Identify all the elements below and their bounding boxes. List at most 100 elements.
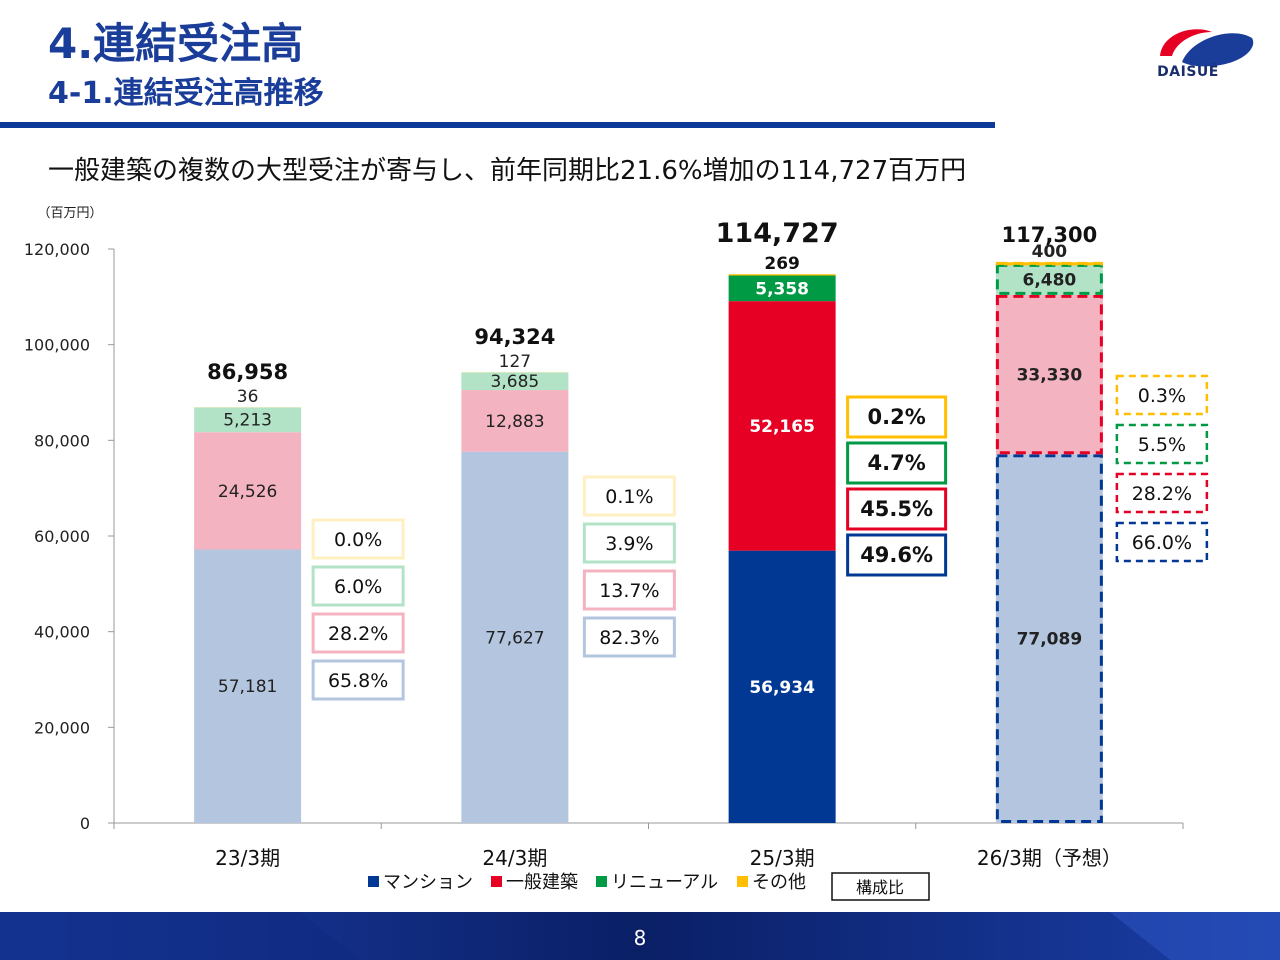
ratio-box bbox=[582, 475, 676, 517]
ratio-box bbox=[846, 441, 948, 485]
segment-value-label: 77,089 bbox=[1017, 630, 1083, 650]
ratio-value-label: 0.3% bbox=[1138, 385, 1186, 407]
ratio-box bbox=[311, 518, 405, 560]
bar-segment bbox=[995, 263, 1103, 295]
forecast-outline bbox=[995, 454, 1103, 823]
segment-value-label: 57,181 bbox=[218, 677, 277, 697]
legend-swatch bbox=[737, 876, 748, 887]
ratio-value-label: 28.2% bbox=[328, 623, 388, 645]
y-tick-label: 0 bbox=[80, 814, 90, 833]
ratio-value-label: 6.0% bbox=[334, 576, 382, 598]
ratio-box bbox=[582, 522, 676, 564]
legend-swatch bbox=[596, 876, 607, 887]
y-tick-label: 120,000 bbox=[24, 240, 90, 259]
legend-label: 一般建築 bbox=[506, 872, 578, 893]
bar-segment bbox=[728, 274, 836, 276]
legend-swatch bbox=[491, 876, 502, 887]
bar-segment bbox=[728, 550, 836, 823]
ratio-box bbox=[846, 487, 948, 531]
x-category-label: 23/3期 bbox=[215, 846, 280, 870]
bar-segment bbox=[461, 372, 569, 391]
legend-swatch bbox=[368, 876, 379, 887]
ratio-box bbox=[1115, 472, 1209, 514]
ratio-box bbox=[1115, 374, 1209, 416]
forecast-outline bbox=[995, 261, 1103, 266]
bar-segment bbox=[194, 407, 302, 433]
ratio-value-label: 65.8% bbox=[328, 670, 388, 692]
segment-value-label: 3,685 bbox=[491, 372, 540, 392]
ratio-value-label: 0.0% bbox=[334, 529, 382, 551]
bar-segment bbox=[194, 432, 302, 550]
ratio-box bbox=[311, 659, 405, 701]
ratio-value-label: 0.1% bbox=[605, 486, 653, 508]
page-number: 8 bbox=[633, 926, 647, 950]
forecast-outline bbox=[995, 263, 1103, 295]
bar-segment bbox=[461, 451, 569, 823]
bar-segment bbox=[461, 390, 569, 452]
y-tick-label: 40,000 bbox=[34, 623, 90, 642]
segment-value-label: 5,358 bbox=[755, 279, 809, 299]
footer-band bbox=[0, 912, 1280, 960]
ratio-box bbox=[582, 616, 676, 658]
segment-value-label: 12,883 bbox=[485, 412, 544, 432]
ratio-value-label: 13.7% bbox=[599, 580, 659, 602]
ratio-value-label: 3.9% bbox=[605, 533, 653, 555]
ratio-box bbox=[1115, 521, 1209, 563]
ratio-value-label: 82.3% bbox=[599, 627, 659, 649]
legend-label: リニューアル bbox=[611, 872, 718, 893]
y-tick-label: 60,000 bbox=[34, 527, 90, 546]
segment-value-label: 56,934 bbox=[749, 678, 815, 698]
ratio-value-label: 0.2% bbox=[868, 405, 926, 429]
segment-value-label: 127 bbox=[499, 352, 531, 372]
segment-value-label: 24,526 bbox=[218, 482, 277, 502]
x-category-label: 24/3期 bbox=[482, 846, 547, 870]
y-tick-label: 80,000 bbox=[34, 431, 90, 450]
bar-segment bbox=[728, 275, 836, 302]
bar-segment bbox=[194, 549, 302, 823]
ratio-box bbox=[311, 612, 405, 654]
orders-chart: 0 20,000 40,000 60,000 80,000 100,000 120,000 （… bbox=[24, 206, 1209, 901]
bar-total-label: 86,958 bbox=[207, 360, 288, 384]
y-unit-label: （百万円） bbox=[37, 206, 102, 221]
legend-label: その他 bbox=[752, 872, 806, 893]
ratio-value-label: 66.0% bbox=[1132, 532, 1192, 554]
bar-segment bbox=[194, 407, 302, 408]
segment-value-label: 5,213 bbox=[223, 411, 272, 431]
ratio-value-label: 28.2% bbox=[1132, 483, 1192, 505]
bar-segment bbox=[461, 371, 569, 373]
ratio-box bbox=[1115, 423, 1209, 465]
y-tick-label: 20,000 bbox=[34, 718, 90, 737]
x-category-label: 25/3期 bbox=[750, 846, 815, 870]
title-rule bbox=[0, 122, 995, 128]
segment-value-label: 33,330 bbox=[1017, 366, 1083, 386]
logo-text: DAISUÉ bbox=[1157, 64, 1219, 80]
ratio-legend-label: 構成比 bbox=[856, 878, 904, 897]
segment-value-label: 52,165 bbox=[749, 417, 815, 437]
ratio-box bbox=[846, 533, 948, 577]
daisue-logo bbox=[1160, 29, 1254, 67]
ratio-value-label: 45.5% bbox=[860, 497, 933, 521]
segment-value-label: 400 bbox=[1032, 242, 1068, 262]
ratio-legend-box bbox=[831, 872, 930, 901]
ratio-value-label: 49.6% bbox=[860, 543, 933, 567]
segment-value-label: 6,480 bbox=[1022, 270, 1076, 290]
ratio-box bbox=[582, 569, 676, 611]
headline: 一般建築の複数の大型受注が寄与し、前年同期比21.6%増加の114,727百万円 bbox=[48, 156, 967, 186]
segment-value-label: 36 bbox=[237, 387, 259, 407]
ratio-value-label: 5.5% bbox=[1138, 434, 1186, 456]
x-category-label: 26/3期（予想） bbox=[977, 846, 1122, 870]
ratio-value-label: 4.7% bbox=[868, 451, 926, 475]
bar-segment bbox=[995, 294, 1103, 455]
slide-subtitle: 4-1.連結受注高推移 bbox=[48, 76, 324, 111]
bar-total-label: 114,727 bbox=[716, 218, 839, 249]
slide-title: 4.連結受注高 bbox=[48, 19, 304, 68]
bar-total-label: 117,300 bbox=[1002, 223, 1098, 247]
segment-value-label: 269 bbox=[764, 254, 800, 274]
forecast-outline bbox=[995, 294, 1103, 455]
ratio-box bbox=[846, 395, 948, 439]
legend-label: マンション bbox=[383, 872, 473, 893]
bar-segment bbox=[728, 301, 836, 551]
y-tick-label: 100,000 bbox=[24, 336, 90, 355]
bar-segment bbox=[995, 454, 1103, 823]
segment-value-label: 77,627 bbox=[485, 628, 544, 648]
